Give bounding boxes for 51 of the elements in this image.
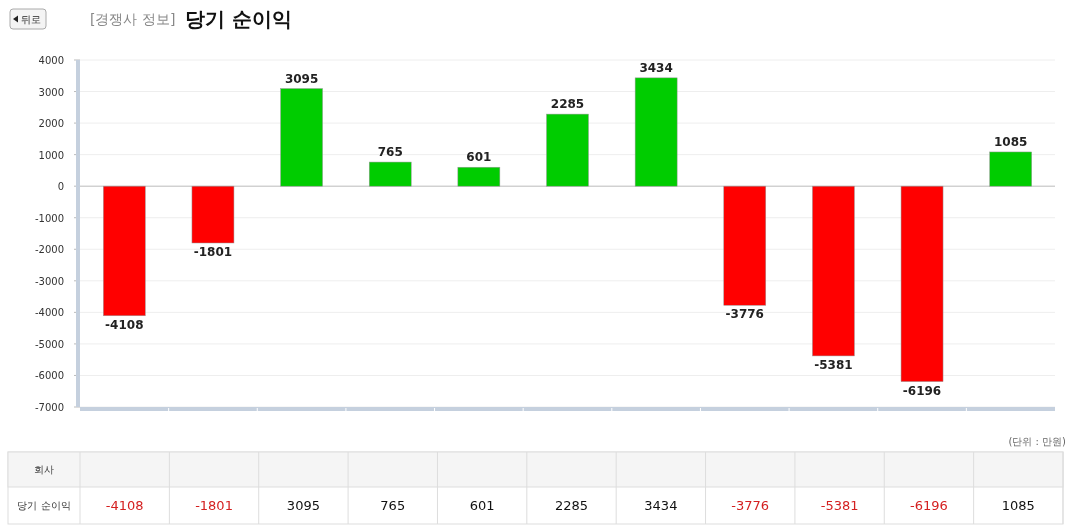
- data-label: -4108: [105, 317, 144, 332]
- text: 3095: [286, 498, 320, 513]
- data-label: -3776: [725, 307, 764, 322]
- data-label: 765: [377, 145, 403, 160]
- bar: [812, 185, 855, 357]
- bar: [546, 113, 589, 187]
- text: 회사: [34, 464, 54, 475]
- bar: [191, 185, 235, 244]
- text: 1085: [1001, 498, 1035, 513]
- text: -6196: [910, 498, 948, 513]
- text: (단위 : 만원): [1008, 436, 1067, 447]
- text: 뒤로: [21, 14, 41, 25]
- bar: [634, 77, 678, 187]
- data-label: 601: [466, 150, 492, 165]
- bar: [457, 166, 501, 187]
- text: -4108: [105, 498, 144, 513]
- text: 3434: [644, 498, 678, 513]
- y-tick-label: 1000: [38, 149, 64, 161]
- y-tick-label: 3000: [38, 86, 64, 98]
- data-label: 3095: [284, 71, 319, 86]
- y-tick-label: -7000: [34, 402, 64, 413]
- text: -1801: [195, 498, 233, 513]
- data-label: 1085: [993, 134, 1028, 149]
- data-label: -6196: [902, 383, 942, 398]
- y-tick-label: 4000: [38, 55, 64, 66]
- text: 당기 순이익: [17, 500, 71, 511]
- bar: [989, 151, 1032, 187]
- data-label: 3434: [639, 60, 673, 75]
- bar: [368, 161, 412, 187]
- y-tick-label: 2000: [38, 118, 64, 130]
- y-tick-label: -5000: [34, 338, 64, 350]
- chart-title: 당기 순이익: [185, 7, 292, 31]
- y-tick-label: 0: [57, 181, 64, 193]
- text: 765: [380, 498, 406, 513]
- bar: [103, 185, 146, 317]
- text: 601: [469, 498, 495, 513]
- y-tick-label: -4000: [34, 307, 64, 319]
- bar: [723, 185, 767, 306]
- data-label: -1801: [193, 245, 233, 259]
- y-tick-label: -3000: [34, 275, 64, 287]
- y-tick-label: -1000: [34, 212, 64, 224]
- bar: [900, 185, 944, 382]
- text: -3776: [731, 498, 770, 513]
- y-tick-label: -6000: [34, 370, 64, 382]
- data-label: 2285: [550, 97, 585, 112]
- text: -5381: [820, 498, 859, 513]
- data-label: -5381: [814, 357, 853, 372]
- text: 2285: [554, 498, 589, 513]
- y-tick-label: -2000: [34, 244, 64, 256]
- chart-subtitle: [경쟁사 정보]: [90, 11, 176, 27]
- bar: [280, 88, 323, 187]
